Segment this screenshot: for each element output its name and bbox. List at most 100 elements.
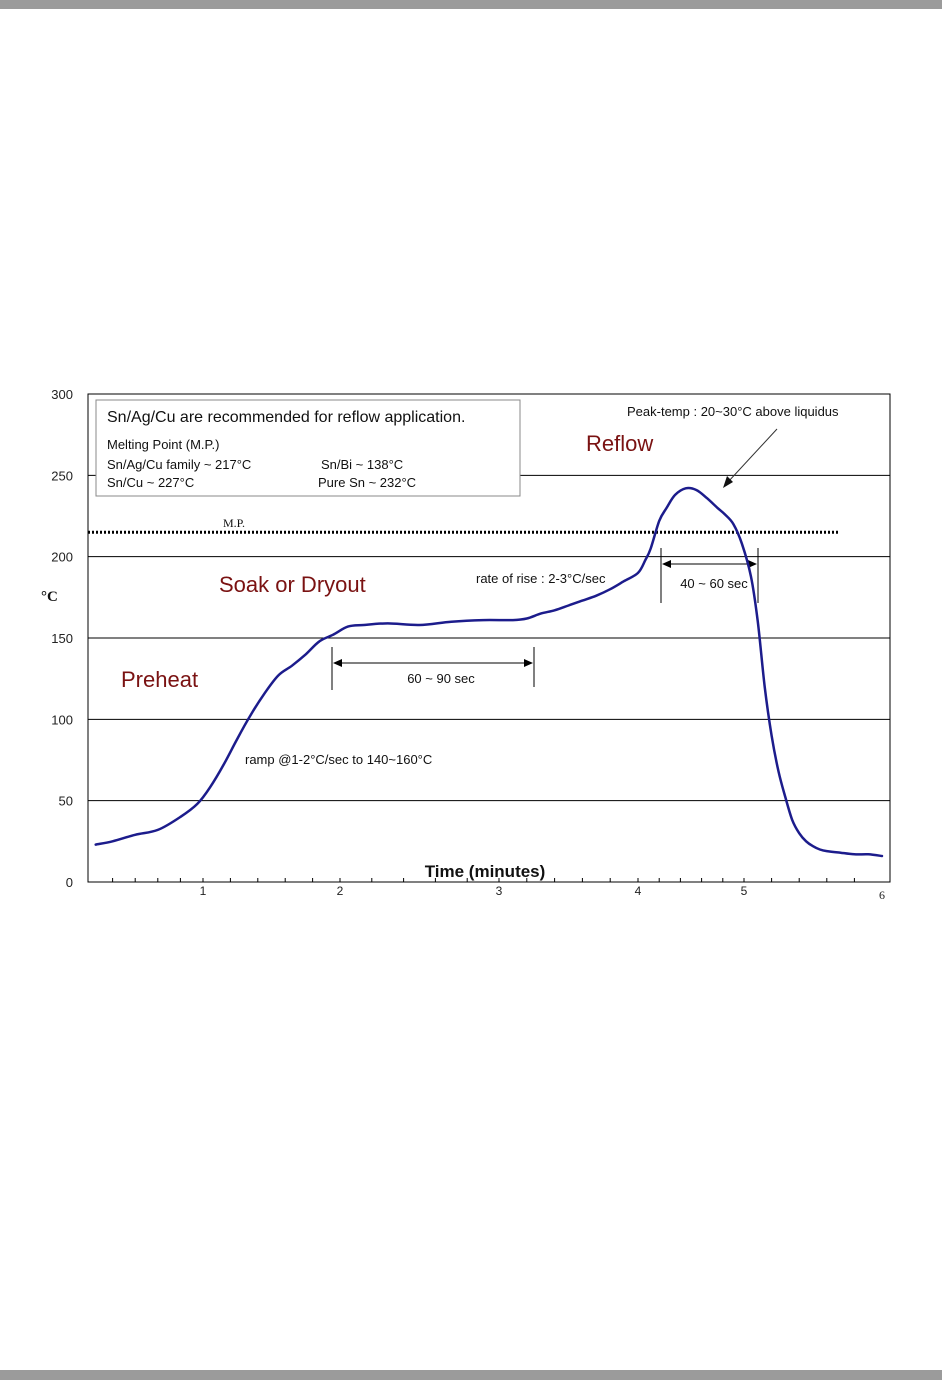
curve-data-point (95, 844, 97, 846)
curve-data-point (674, 494, 676, 496)
curve-data-point (853, 853, 855, 855)
curve-data-point (332, 634, 334, 636)
legend-title: Sn/Ag/Cu are recommended for reflow appl… (107, 409, 465, 426)
curve-data-point (419, 624, 421, 626)
curve-data-point (450, 621, 452, 623)
curve-data-point (512, 619, 514, 621)
y-tick-label: 300 (51, 387, 73, 402)
curve-data-point (581, 600, 583, 602)
peak-temp-arrowhead (723, 476, 733, 488)
grid-lines (88, 474, 890, 802)
curve-data-point (666, 507, 668, 509)
x-tick-label: 1 (200, 884, 207, 898)
curve-data-point (771, 735, 773, 737)
curve-data-point (554, 609, 556, 611)
curve-data-points (95, 487, 883, 857)
y-tick-label: 0 (66, 875, 73, 890)
curve-data-point (179, 816, 181, 818)
reflow-span-arrowhead-right (748, 560, 757, 568)
curve-data-point (840, 852, 842, 854)
curve-data-point (881, 855, 883, 857)
legend-sn-bi: Sn/Bi ~ 138°C (321, 457, 403, 472)
curve-data-point (209, 787, 211, 789)
soak-span-label: 60 ~ 90 sec (407, 671, 475, 686)
curve-data-point (741, 543, 743, 545)
region-label-reflow: Reflow (586, 431, 653, 456)
curve-data-point (277, 674, 279, 676)
y-axis-label: °C (41, 589, 58, 605)
curve-data-point (650, 548, 652, 550)
peak-temp-note: Peak-temp : 20~30°C above liquidus (627, 404, 839, 419)
y-tick-label: 50 (59, 794, 73, 809)
curve-data-point (644, 559, 646, 561)
curve-data-point (347, 626, 349, 628)
curve-data-point (291, 665, 293, 667)
curve-data-point (685, 487, 687, 489)
legend-pure-sn: Pure Sn ~ 232°C (318, 475, 416, 490)
curve-data-point (264, 692, 266, 694)
legend-line-melting-point: Melting Point (M.P.) (107, 437, 219, 452)
curve-data-point (798, 832, 800, 834)
x-tick-label: 2 (337, 884, 344, 898)
curve-data-point (540, 613, 542, 615)
curve-data-point (732, 523, 734, 525)
reflow-span-arrowhead-left (662, 560, 671, 568)
legend-sn-cu: Sn/Cu ~ 227°C (107, 475, 194, 490)
curve-data-point (482, 619, 484, 621)
curve-data-point (250, 713, 252, 715)
curve-data-point (757, 621, 759, 623)
x-tick-label: 3 (496, 884, 503, 898)
bottom-border-bar (0, 1370, 942, 1380)
y-tick-label: 100 (51, 712, 73, 727)
y-tick-label: 150 (51, 631, 73, 646)
curve-data-point (157, 829, 159, 831)
curve-data-point (609, 588, 611, 590)
legend-box (95, 399, 521, 497)
x-tick-labels: 1 2 3 4 5 6 (112, 878, 885, 902)
curve-data-point (764, 686, 766, 688)
curve-data-point (867, 853, 869, 855)
x-tick-label: 5 (741, 884, 748, 898)
curve-data-point (637, 572, 639, 574)
melting-point-label: M.P. (223, 516, 245, 530)
curve-data-point (826, 850, 828, 852)
curve-data-point (791, 819, 793, 821)
curve-data-point (706, 497, 708, 499)
x-tick-label: 4 (635, 884, 642, 898)
reflow-span-label: 40 ~ 60 sec (680, 576, 748, 591)
top-border-bar (0, 0, 942, 9)
legend-sn-ag-cu: Sn/Ag/Cu family ~ 217°C (107, 457, 251, 472)
curve-data-point (305, 653, 307, 655)
y-tick-labels: 0 50 100 150 200 250 300 (51, 387, 73, 890)
curve-data-point (196, 803, 198, 805)
region-label-soak: Soak or Dryout (219, 572, 366, 597)
curve-data-point (717, 507, 719, 509)
curve-data-point (724, 513, 726, 515)
curve-data-point (812, 845, 814, 847)
curve-data-point (134, 834, 136, 836)
curve-data-point (318, 640, 320, 642)
curve-data-point (658, 520, 660, 522)
curve-data-point (526, 617, 528, 619)
ramp-note: ramp @1-2°C/sec to 140~160°C (245, 752, 432, 767)
y-tick-label: 200 (51, 550, 73, 565)
x-tick-label: 6 (879, 888, 885, 902)
curve-data-point (623, 580, 625, 582)
curve-data-point (223, 764, 225, 766)
curve-data-point (750, 575, 752, 577)
curve-data-point (778, 770, 780, 772)
soak-span-arrowhead-right (524, 659, 533, 667)
curve-data-point (784, 796, 786, 798)
curve-data-point (819, 848, 821, 850)
curve-data-point (112, 840, 114, 842)
curve-data-point (363, 624, 365, 626)
curve-data-point (568, 604, 570, 606)
curve-data-point (387, 622, 389, 624)
region-label-preheat: Preheat (121, 667, 198, 692)
y-tick-label: 250 (51, 468, 73, 483)
x-axis-label: Time (minutes) (425, 862, 546, 881)
curve-data-point (695, 489, 697, 491)
peak-temp-pointer (727, 428, 778, 483)
soak-span-arrowhead-left (333, 659, 342, 667)
rate-of-rise-note: rate of rise : 2-3°C/sec (476, 571, 606, 586)
